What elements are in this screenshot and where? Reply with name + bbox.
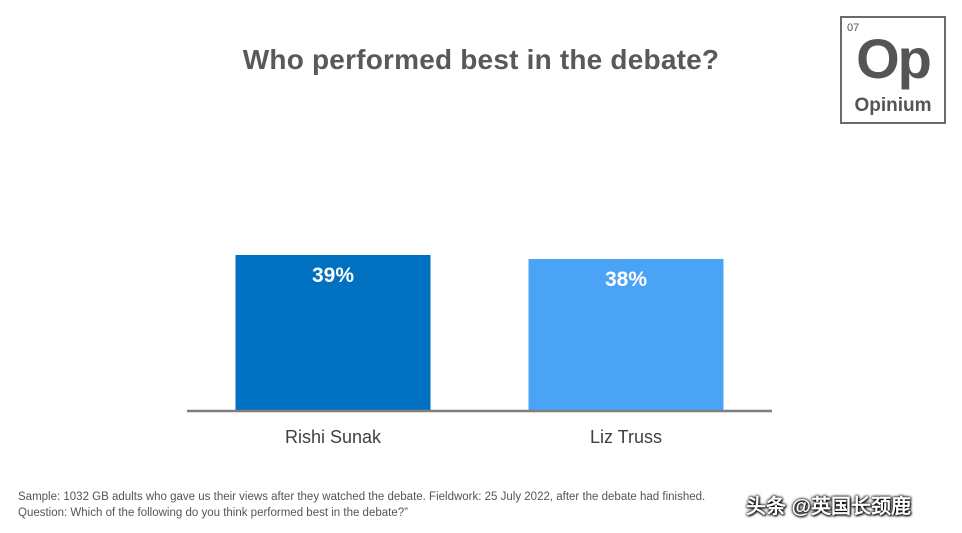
- logo-number: 07: [847, 22, 860, 34]
- footnote: Sample: 1032 GB adults who gave us their…: [18, 491, 706, 519]
- watermark: 头条 @英国长颈鹿: [746, 496, 912, 518]
- data-label-1: 38%: [605, 268, 647, 291]
- category-label-0: Rishi Sunak: [285, 427, 382, 447]
- bar-1: [528, 259, 724, 411]
- category-label-1: Liz Truss: [590, 427, 662, 447]
- logo-name: Opinium: [854, 95, 932, 116]
- bar-0: [235, 255, 431, 411]
- chart-title: Who performed best in the debate?: [242, 44, 720, 75]
- opinium-logo: 07 Op Opinium: [840, 16, 946, 124]
- logo-symbol: Op: [856, 27, 932, 90]
- data-label-0: 39%: [312, 264, 354, 287]
